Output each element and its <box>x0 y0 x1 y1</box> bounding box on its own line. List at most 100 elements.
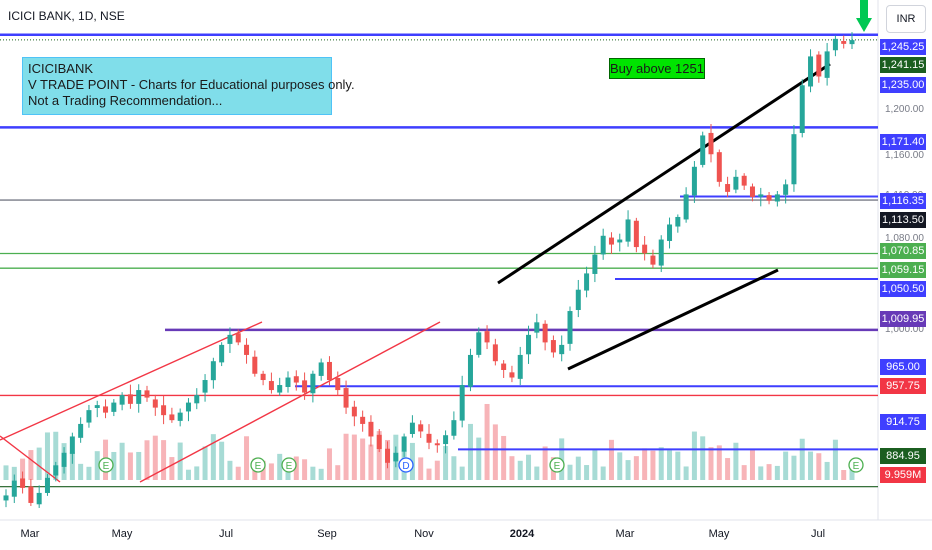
volume-bar <box>708 447 714 480</box>
volume-bar <box>716 445 722 480</box>
currency-button[interactable]: INR <box>886 5 926 33</box>
price-tag: 1,059.15 <box>880 262 926 278</box>
volume-bar <box>418 457 424 480</box>
candle-body <box>36 492 42 505</box>
candle-body <box>78 423 84 438</box>
candle-body <box>69 436 75 454</box>
candle-body <box>360 416 366 424</box>
volume-bar <box>841 469 847 480</box>
volume-bar <box>219 441 225 480</box>
event-label: E <box>286 461 293 472</box>
candle-body <box>816 54 822 77</box>
volume-bar <box>161 440 167 480</box>
volume-bar <box>351 434 357 480</box>
volume-bar <box>227 460 233 480</box>
candle-body <box>575 289 581 310</box>
price-tag: 914.75 <box>880 414 926 430</box>
candle-body <box>119 395 125 405</box>
candle-body <box>799 85 805 133</box>
candle-body <box>260 373 266 381</box>
volume-bar <box>335 465 341 480</box>
symbol-title: ICICI BANK, 1D, NSE <box>8 9 125 23</box>
volume-bar <box>625 460 631 480</box>
candle-body <box>177 412 183 421</box>
volume-bar <box>318 468 324 480</box>
candle-body <box>426 433 432 443</box>
earnings-marker: E <box>848 457 864 473</box>
volume-bar <box>774 465 780 480</box>
candle-body <box>534 322 540 333</box>
volume-bar <box>567 464 573 480</box>
candle-body <box>252 356 258 374</box>
volume-bar <box>194 466 200 480</box>
candle-body <box>127 394 133 404</box>
candle-body <box>600 235 606 255</box>
volume-bar <box>617 452 623 480</box>
candle-body <box>285 377 291 388</box>
candle-body <box>791 134 797 185</box>
volume-bar <box>526 454 532 480</box>
up-arrow-icon <box>856 0 872 32</box>
candle-body <box>700 135 706 165</box>
y-tick-label: 1,080.00 <box>885 233 924 244</box>
price-tag: 1,009.95 <box>880 311 926 327</box>
earnings-marker: E <box>250 457 266 473</box>
volume-bar <box>20 458 26 480</box>
volume-bar <box>326 448 332 480</box>
candle-body <box>683 194 689 220</box>
volume-bar <box>675 451 681 480</box>
candle-body <box>20 478 26 488</box>
volume-bar <box>111 451 117 480</box>
x-tick-label: Mar <box>20 528 40 540</box>
volume-bar <box>633 456 639 480</box>
candle-body <box>617 239 623 243</box>
disclaimer-note: ICICIBANK V TRADE POINT - Charts for Edu… <box>22 57 355 115</box>
volume-bar <box>691 431 697 480</box>
earnings-marker: E <box>549 457 565 473</box>
volume-bar <box>725 458 731 480</box>
price-tag: 1,070.85 <box>880 243 926 259</box>
candle-body <box>53 465 59 476</box>
volume-bar <box>86 466 92 480</box>
volume-bar <box>28 450 34 480</box>
volume-bar <box>791 455 797 480</box>
volume-bar <box>343 433 349 480</box>
y-tick-label: 1,200.00 <box>885 104 924 115</box>
candle-body <box>343 388 349 408</box>
volume-bar <box>824 461 830 480</box>
volume-bar <box>592 448 598 480</box>
candle-body <box>492 344 498 362</box>
price-tag: 884.95 <box>880 448 926 464</box>
volume-bar <box>127 452 133 480</box>
candle-body <box>774 194 780 202</box>
candle-body <box>434 443 440 446</box>
candle-body <box>219 344 225 363</box>
candle-body <box>808 56 814 87</box>
candle-body <box>152 399 158 408</box>
volume-bar <box>459 466 465 480</box>
price-tag: 1,113.50 <box>880 212 926 228</box>
channel-upper-line <box>497 62 831 285</box>
volume-bar <box>44 432 50 480</box>
x-tick-label: 2024 <box>509 528 535 540</box>
earnings-marker: E <box>98 457 114 473</box>
earnings-marker: E <box>281 457 297 473</box>
price-tag: 1,245.25 <box>880 39 926 55</box>
candles <box>3 32 855 508</box>
volume-bar <box>642 448 648 480</box>
candle-body <box>61 452 67 467</box>
volume-bar <box>476 437 482 480</box>
candle-body <box>3 495 9 501</box>
volume-bar <box>69 452 75 480</box>
candle-body <box>443 435 449 445</box>
candle-body <box>385 448 391 463</box>
candle-body <box>268 381 274 391</box>
event-label: D <box>402 461 409 472</box>
volume-bar <box>766 464 772 480</box>
candle-body <box>136 390 142 404</box>
volume-bar <box>293 456 299 480</box>
candle-body <box>517 354 523 379</box>
volume-bars <box>3 403 855 480</box>
volume-bar <box>210 434 216 480</box>
